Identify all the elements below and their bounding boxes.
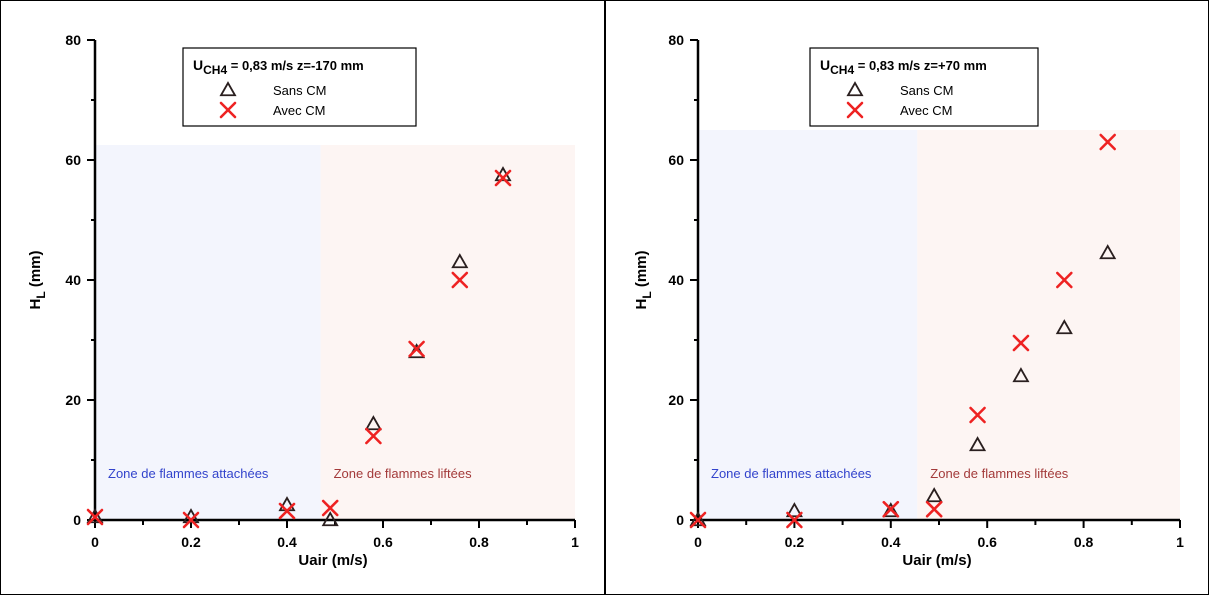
point-sans-cm <box>785 502 803 518</box>
chart-panel-right: Zone de flammes attachées Zone de flammes… <box>606 0 1209 595</box>
point-avec-cm <box>321 499 339 517</box>
zone-lifted-label: Zone de flammes liftées <box>334 466 473 481</box>
point-sans-cm <box>86 508 104 524</box>
legend-entry-label: Sans CM <box>273 83 326 98</box>
chart-left-svg: Zone de flammes attachées Zone de flammes… <box>27 32 579 569</box>
point-sans-cm <box>364 415 382 431</box>
point-avec-cm <box>882 500 900 518</box>
y-axis-label: HL (mm) <box>27 250 48 309</box>
series-avec-cm <box>86 169 512 529</box>
legend-triangle-icon <box>219 81 237 97</box>
point-sans-cm <box>689 511 707 527</box>
point-sans-cm <box>969 436 987 452</box>
zone-attached-region <box>698 130 918 520</box>
point-sans-cm <box>1055 319 1073 335</box>
y-tick-label: 60 <box>668 152 684 168</box>
y-tick-label: 0 <box>676 512 684 528</box>
series-sans-cm <box>689 244 1117 527</box>
legend-entry-label: Sans CM <box>900 83 953 98</box>
point-avec-cm <box>408 340 425 358</box>
point-avec-cm <box>451 271 469 289</box>
x-tick-label: 0.2 <box>785 534 805 550</box>
x-tick-label: 0.8 <box>469 534 489 550</box>
x-tick-label: 1 <box>1176 534 1184 550</box>
point-sans-cm <box>1099 244 1117 260</box>
point-avec-cm <box>1099 133 1117 151</box>
point-avec-cm <box>1056 271 1073 289</box>
y-tick-label: 40 <box>65 272 81 288</box>
point-avec-cm <box>786 511 803 529</box>
x-tick-label: 0.2 <box>181 534 201 550</box>
zone-attached-label: Zone de flammes attachées <box>711 466 872 481</box>
x-axis-label: Uair (m/s) <box>298 552 367 569</box>
legend-entry-label: Avec CM <box>273 103 326 118</box>
y-tick-label: 40 <box>668 272 684 288</box>
y-tick-label: 0 <box>73 512 81 528</box>
legend: UCH4 = 0,83 m/s z=+70 mm Sans CM Avec CM <box>809 47 1039 127</box>
point-avec-cm <box>278 502 296 520</box>
zone-attached-label: Zone de flammes attachées <box>108 466 269 481</box>
chart-right-svg: Zone de flammes attachées Zone de flammes… <box>633 32 1184 569</box>
point-avec-cm <box>969 406 986 424</box>
x-tick-label: 0.6 <box>977 534 997 550</box>
legend-title: UCH4 = 0,83 m/s z=+70 mm <box>820 57 987 77</box>
x-tick-label: 0 <box>91 534 99 550</box>
point-avec-cm <box>925 500 943 518</box>
point-avec-cm <box>494 169 512 187</box>
x-tick-label: 0.4 <box>881 534 901 550</box>
point-avec-cm <box>689 511 707 529</box>
point-sans-cm <box>882 502 900 518</box>
chart-panel-left: Zone de flammes attachées Zone de flammes… <box>0 0 603 595</box>
point-sans-cm <box>1012 367 1030 383</box>
point-avec-cm <box>1012 334 1030 352</box>
point-avec-cm <box>86 508 104 526</box>
legend-title: UCH4 = 0,83 m/s z=-170 mm <box>193 57 364 77</box>
zone-lifted-region <box>917 130 1180 520</box>
panel-divider <box>604 0 606 595</box>
point-sans-cm <box>925 487 943 503</box>
x-tick-label: 0.4 <box>277 534 297 550</box>
x-tick-label: 0.6 <box>373 534 393 550</box>
point-avec-cm <box>365 427 382 445</box>
legend-cross-icon <box>219 101 237 119</box>
series-avec-cm <box>689 133 1117 529</box>
x-tick-label: 1 <box>571 534 579 550</box>
y-tick-label: 80 <box>668 32 684 48</box>
y-tick-label: 20 <box>668 392 684 408</box>
zone-attached-region <box>95 145 321 520</box>
zone-lifted-label: Zone de flammes liftées <box>930 466 1069 481</box>
legend: UCH4 = 0,83 m/s z=-170 mm Sans CM Avec CM <box>182 47 417 127</box>
legend-cross-icon <box>846 101 864 119</box>
zone-lifted-region <box>320 145 575 520</box>
point-avec-cm <box>182 511 200 529</box>
point-sans-cm <box>451 253 469 269</box>
y-tick-label: 20 <box>65 392 81 408</box>
point-sans-cm <box>321 511 339 527</box>
legend-box <box>182 47 417 127</box>
y-tick-label: 80 <box>65 32 81 48</box>
legend-entry-label: Avec CM <box>900 103 953 118</box>
x-axis-label: Uair (m/s) <box>902 552 971 569</box>
x-tick-label: 0 <box>694 534 702 550</box>
legend-box <box>809 47 1039 127</box>
x-tick-label: 0.8 <box>1074 534 1094 550</box>
legend-triangle-icon <box>846 81 864 97</box>
y-axis-label: HL (mm) <box>633 250 654 309</box>
y-tick-label: 60 <box>65 152 81 168</box>
